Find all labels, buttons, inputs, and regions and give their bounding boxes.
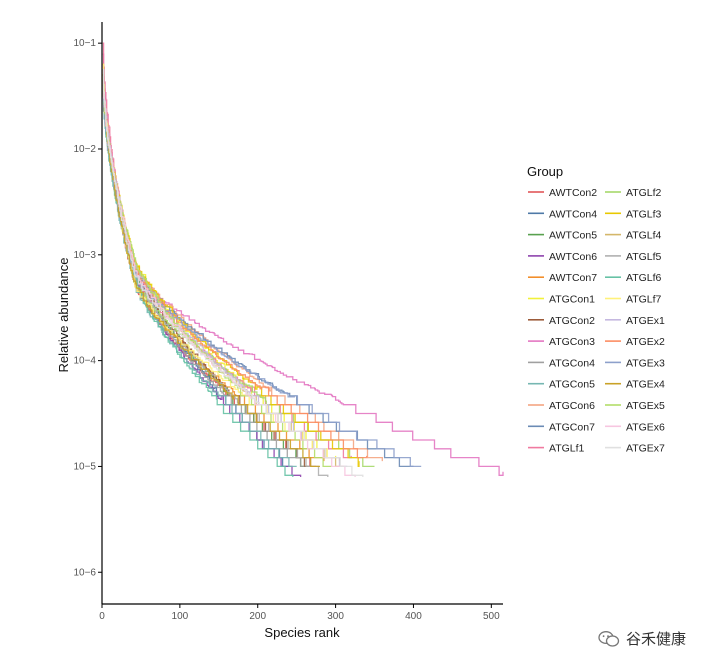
legend-label: ATGEx6 [626, 421, 665, 433]
legend-item-ATGLf5: ATGLf5 [605, 251, 662, 263]
legend-item-AWTCon4: AWTCon4 [528, 208, 597, 220]
series-line-ATGEx4 [102, 78, 320, 468]
legend-item-ATGEx1: ATGEx1 [605, 315, 665, 327]
legend-label: AWTCon4 [549, 208, 597, 220]
legend-item-AWTCon2: AWTCon2 [528, 187, 597, 199]
x-axis-title: Species rank [264, 625, 340, 640]
y-tick-label: 10−4 [73, 356, 96, 367]
legend-label: ATGLf7 [626, 294, 662, 306]
legend-label: ATGEx4 [626, 379, 665, 391]
legend-item-ATGCon4: ATGCon4 [528, 357, 595, 369]
legend-label: ATGLf4 [626, 230, 662, 242]
y-tick-label: 10−2 [73, 144, 96, 155]
legend-item-ATGCon5: ATGCon5 [528, 379, 595, 391]
x-tick-label: 400 [405, 611, 422, 622]
watermark-text: 谷禾健康 [625, 631, 686, 648]
legend-label: ATGLf2 [626, 187, 662, 199]
y-tick-label: 10−3 [73, 250, 96, 261]
legend-item-AWTCon6: AWTCon6 [528, 251, 597, 263]
legend-item-AWTCon5: AWTCon5 [528, 230, 597, 242]
legend-label: ATGCon5 [549, 379, 595, 391]
series-line-ATGCon3 [102, 53, 504, 476]
legend-label: ATGCon7 [549, 421, 595, 433]
legend-item-ATGEx6: ATGEx6 [605, 421, 665, 433]
legend-item-ATGLf4: ATGLf4 [605, 230, 662, 242]
legend-item-ATGLf6: ATGLf6 [605, 272, 662, 284]
legend-label: ATGCon3 [549, 336, 595, 348]
legend-label: ATGCon4 [549, 357, 595, 369]
legend-label: ATGEx7 [626, 443, 665, 455]
legend-label: ATGEx3 [626, 357, 665, 369]
legend-label: ATGCon1 [549, 294, 595, 306]
legend-label: ATGCon6 [549, 400, 595, 412]
legend-label: ATGEx5 [626, 400, 665, 412]
legend-label: AWTCon7 [549, 272, 597, 284]
x-tick-label: 300 [327, 611, 344, 622]
legend-label: AWTCon5 [549, 230, 597, 242]
series-line-ATGEx7 [102, 68, 364, 477]
legend-label: AWTCon6 [549, 251, 597, 263]
legend-item-ATGLf2: ATGLf2 [605, 187, 662, 199]
series-lines [102, 42, 504, 477]
series-line-ATGEx6 [102, 78, 356, 477]
x-tick-label: 500 [483, 611, 500, 622]
legend-label: ATGLf1 [549, 443, 585, 455]
legend-item-ATGEx2: ATGEx2 [605, 336, 665, 348]
legend-label: AWTCon2 [549, 187, 597, 199]
series-line-ATGLf2 [102, 69, 375, 468]
legend-item-ATGLf1: ATGLf1 [528, 443, 585, 455]
legend-item-ATGCon3: ATGCon3 [528, 336, 595, 348]
watermark: 谷禾健康 [598, 628, 686, 649]
legend-item-ATGEx3: ATGEx3 [605, 357, 665, 369]
legend-item-ATGEx5: ATGEx5 [605, 400, 665, 412]
series-line-ATGLf7 [102, 63, 341, 462]
y-tick-label: 10−5 [73, 461, 96, 472]
legend-item-ATGCon2: ATGCon2 [528, 315, 595, 327]
wechat-icon [598, 630, 620, 647]
legend-title: Group [527, 164, 563, 179]
legend-label: ATGEx1 [626, 315, 665, 327]
legend-item-ATGEx7: ATGEx7 [605, 443, 665, 455]
series-line-ATGCon7 [102, 74, 414, 468]
legend-label: ATGLf3 [626, 208, 662, 220]
legend-label: ATGLf5 [626, 251, 662, 263]
legend-item-ATGCon6: ATGCon6 [528, 400, 595, 412]
legend-item-ATGCon1: ATGCon1 [528, 294, 595, 306]
series-line-ATGCon1 [102, 69, 337, 459]
legend-item-ATGLf7: ATGLf7 [605, 294, 662, 306]
y-tick-label: 10−6 [73, 567, 96, 578]
axes: 0 100 200 300 400 500 10−1 10−2 10−3 10−4 10−5 10−6 [73, 22, 503, 622]
x-tick-label: 200 [249, 611, 266, 622]
legend-item-AWTCon7: AWTCon7 [528, 272, 597, 284]
legend-item-ATGLf3: ATGLf3 [605, 208, 662, 220]
x-tick-label: 0 [99, 611, 105, 622]
legend-item-ATGEx4: ATGEx4 [605, 379, 665, 391]
legend-item-ATGCon7: ATGCon7 [528, 421, 595, 433]
legend-label: ATGEx2 [626, 336, 665, 348]
legend-label: ATGCon2 [549, 315, 595, 327]
x-tick-label: 100 [172, 611, 189, 622]
y-axis-title: Relative abundance [56, 258, 71, 373]
legend-label: ATGLf6 [626, 272, 662, 284]
y-tick-label: 10−1 [73, 38, 96, 49]
legend: AWTCon2 AWTCon4 AWTCon5 AWTCon6 AWTCon7 ATGCo… [528, 187, 665, 455]
series-line-ATGLf3 [102, 74, 360, 468]
